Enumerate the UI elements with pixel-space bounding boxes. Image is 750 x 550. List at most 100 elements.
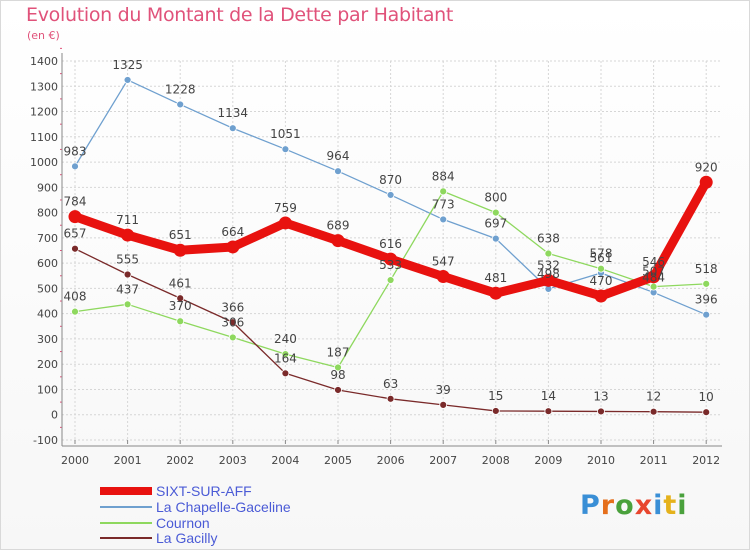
data-point-la-gacilly [597, 407, 605, 416]
series-lines [68, 76, 713, 417]
data-label-la-gacilly: 366 [221, 300, 244, 314]
data-point-sixt-sur-aff [594, 289, 608, 303]
data-point-sixt-sur-aff [278, 216, 292, 230]
logo-letter: x [634, 490, 654, 521]
y-tick-label: 1100 [30, 131, 58, 144]
data-point-sixt-sur-aff [436, 270, 450, 284]
logo-letter: i [653, 490, 664, 521]
data-label-cournon: 240 [274, 332, 297, 346]
y-tick-label: 600 [37, 257, 58, 270]
y-tick-label: 700 [37, 232, 58, 245]
data-point-la-chapelle-gaceline [281, 145, 290, 154]
legend-swatch [100, 487, 152, 495]
legend-swatch [100, 506, 152, 508]
data-label-cournon: 800 [484, 191, 507, 205]
data-point-cournon [702, 279, 711, 288]
data-label-la-chapelle-gaceline: 1051 [270, 127, 301, 141]
data-label-cournon: 638 [537, 232, 560, 246]
data-point-sixt-sur-aff [121, 228, 135, 242]
legend-label: La Gacilly [156, 530, 218, 546]
data-point-cournon [281, 350, 290, 358]
data-label-la-gacilly: 164 [274, 351, 297, 365]
data-point-la-gacilly [439, 400, 448, 409]
data-point-cournon [123, 300, 132, 309]
data-point-cournon [491, 208, 500, 217]
logo-letter: t [663, 490, 678, 521]
data-label-cournon: 408 [64, 290, 87, 304]
y-tick-label: 900 [37, 181, 58, 194]
data-point-la-chapelle-gaceline [386, 191, 395, 199]
data-label-sixt-sur-aff: 547 [432, 255, 455, 269]
data-point-sixt-sur-aff [489, 286, 503, 300]
data-label-la-chapelle-gaceline: 561 [590, 251, 613, 265]
y-tick-label: 200 [37, 358, 58, 371]
y-tick-label: 300 [37, 333, 58, 346]
data-point-la-chapelle-gaceline [702, 310, 711, 319]
data-label-sixt-sur-aff: 664 [221, 225, 244, 239]
data-point-la-chapelle-gaceline [176, 100, 185, 109]
logo-letter: r [600, 490, 616, 521]
data-point-cournon [176, 317, 185, 326]
data-label-sixt-sur-aff: 481 [484, 271, 507, 285]
data-label-la-chapelle-gaceline: 484 [642, 270, 665, 284]
data-labels: 983 1325 1228 1134 1051 964 870 773 697 498 561 484… [64, 58, 718, 404]
data-point-la-chapelle-gaceline [491, 234, 500, 243]
data-point-la-chapelle-gaceline [334, 167, 342, 176]
legend-item-sixt-sur-aff: SIXT-SUR-AFF [100, 483, 252, 499]
x-tick-label: 2002 [166, 454, 194, 467]
data-label-la-gacilly: 63 [383, 377, 398, 391]
data-label-sixt-sur-aff: 546 [642, 255, 665, 269]
data-label-la-chapelle-gaceline: 1325 [112, 58, 143, 72]
data-label-la-gacilly: 461 [169, 276, 192, 290]
data-label-sixt-sur-aff: 651 [169, 228, 192, 242]
data-label-cournon: 370 [169, 299, 192, 313]
x-tick-label: 2001 [114, 454, 142, 467]
x-tick-label: 2008 [482, 454, 510, 467]
data-label-sixt-sur-aff: 532 [537, 258, 560, 272]
data-label-cournon: 187 [327, 345, 350, 359]
data-label-cournon: 437 [116, 282, 139, 296]
data-label-la-gacilly: 10 [699, 390, 714, 404]
x-tick-label: 2004 [271, 454, 299, 467]
data-label-cournon: 518 [695, 262, 718, 276]
y-tick-label: 1200 [30, 106, 58, 119]
y-tick-label: 100 [37, 383, 58, 396]
data-label-la-chapelle-gaceline: 773 [432, 197, 455, 211]
data-label-la-chapelle-gaceline: 396 [695, 293, 718, 307]
data-label-sixt-sur-aff: 920 [695, 160, 718, 174]
data-point-cournon [544, 249, 553, 258]
data-point-la-gacilly [334, 386, 342, 394]
data-point-sixt-sur-aff [226, 240, 240, 254]
data-point-la-chapelle-gaceline [439, 215, 448, 224]
y-tick-label: 800 [37, 207, 58, 220]
legend-item-la-gacilly: La Gacilly [100, 530, 217, 546]
data-point-la-gacilly [649, 407, 658, 416]
x-tick-label: 2006 [377, 454, 405, 467]
data-point-sixt-sur-aff [384, 252, 398, 266]
data-label-la-gacilly: 39 [436, 383, 451, 397]
x-tick-label: 2010 [587, 454, 615, 467]
data-label-la-gacilly: 14 [541, 389, 556, 403]
data-label-sixt-sur-aff: 470 [590, 274, 613, 288]
data-label-la-gacilly: 98 [330, 368, 345, 382]
data-point-la-gacilly [702, 408, 711, 417]
data-label-sixt-sur-aff: 616 [379, 237, 402, 251]
y-tick-label: 1300 [30, 80, 58, 93]
data-point-cournon [386, 276, 395, 284]
data-point-sixt-sur-aff [173, 243, 187, 257]
data-label-la-chapelle-gaceline: 870 [379, 173, 402, 187]
data-label-la-gacilly: 555 [116, 253, 139, 267]
chart-unit: (en €) [27, 29, 60, 42]
data-point-la-chapelle-gaceline [123, 76, 132, 84]
legend-label: La Chapelle-Gaceline [156, 499, 291, 515]
data-label-sixt-sur-aff: 759 [274, 201, 297, 215]
data-point-cournon [439, 187, 448, 196]
x-tick-label: 2003 [219, 454, 247, 467]
logo-letter: P [580, 490, 601, 521]
data-point-cournon [228, 333, 237, 342]
data-label-la-gacilly: 13 [593, 389, 608, 403]
data-label-sixt-sur-aff: 711 [116, 213, 139, 227]
data-point-la-chapelle-gaceline [228, 124, 237, 133]
x-tick-label: 2011 [640, 454, 668, 467]
